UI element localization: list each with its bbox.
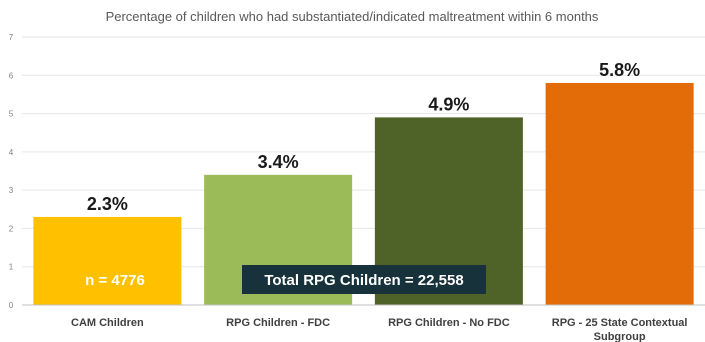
bar — [33, 216, 182, 305]
x-axis-labels: CAM Children RPG Children - FDC RPG Childr… — [71, 317, 687, 342]
y-tick-label: 1 — [9, 263, 14, 272]
y-axis-ticks: 0 1 2 3 4 5 6 7 — [9, 33, 14, 310]
n-annotation: n = 4776 — [85, 272, 145, 289]
x-tick-label: RPG Children - FDC — [226, 317, 330, 329]
y-tick-label: 2 — [9, 224, 14, 233]
bar — [545, 82, 694, 305]
total-annotation-text: Total RPG Children = 22,558 — [264, 272, 463, 289]
y-tick-label: 0 — [9, 301, 14, 310]
x-tick-label: CAM Children — [71, 317, 144, 329]
chart-title: Percentage of children who had substanti… — [106, 9, 599, 24]
total-annotation-box — [242, 265, 486, 294]
data-label: 5.8% — [599, 60, 640, 80]
y-tick-label: 5 — [9, 110, 14, 119]
y-tick-label: 4 — [9, 148, 14, 157]
x-tick-label: RPG Children - No FDC — [388, 317, 510, 329]
total-annotation: Total RPG Children = 22,558 — [242, 265, 486, 294]
y-tick-label: 6 — [9, 71, 14, 80]
n-annotation-text: n = 4776 — [85, 272, 145, 289]
x-tick-label: RPG - 25 State Contextual — [552, 317, 688, 329]
data-labels: 2.3% 3.4% 4.9% 5.8% — [87, 60, 640, 214]
x-tick-label: Subgroup — [594, 331, 646, 342]
data-label: 2.3% — [87, 194, 128, 214]
data-label: 3.4% — [258, 152, 299, 172]
y-tick-label: 7 — [9, 33, 14, 42]
data-label: 4.9% — [428, 94, 469, 114]
y-tick-label: 3 — [9, 186, 14, 195]
